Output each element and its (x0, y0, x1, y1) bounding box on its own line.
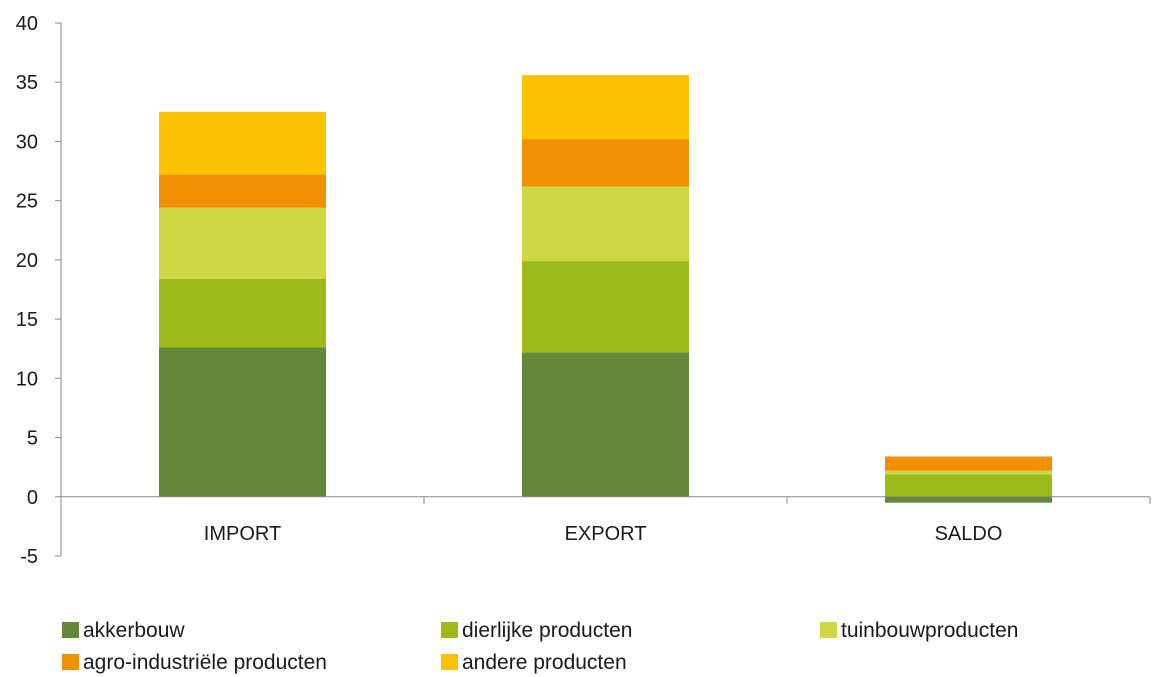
y-tick-label: 20 (16, 250, 38, 272)
legend-swatch (820, 622, 837, 638)
x-axis-tick-labels: IMPORT EXPORT SALDO (204, 523, 1003, 545)
bar-segment-export-akkerbouw (522, 352, 689, 497)
legend-label: dierlijke producten (462, 619, 632, 642)
legend-swatch (62, 622, 79, 638)
axes (55, 22, 1151, 557)
legend: akkerbouw dierlijke producten tuinbouwprod… (62, 619, 1018, 674)
y-tick-label: 30 (16, 131, 38, 153)
x-tick-label: EXPORT (565, 523, 647, 545)
legend-label: tuinbouwproducten (841, 619, 1018, 642)
bars (159, 75, 1052, 503)
y-tick-label: 25 (16, 191, 38, 213)
legend-label: akkerbouw (83, 619, 185, 642)
legend-label: agro-industriële producten (83, 651, 327, 674)
bar-segment-export-tuinbouwproducten (522, 186, 689, 262)
x-tick-label: IMPORT (204, 523, 281, 545)
y-axis-tick-labels: -5 0 5 10 15 20 25 30 35 40 (16, 13, 38, 568)
y-tick-label: 40 (16, 13, 38, 35)
bar-segment-saldo-dierlijke-producten (885, 474, 1052, 497)
bar-segment-import-agro-industri-le-producten (159, 174, 326, 208)
y-tick-label: 10 (16, 368, 38, 390)
y-tick-label: 0 (27, 487, 38, 509)
legend-label: andere producten (462, 651, 627, 674)
legend-swatch (441, 622, 458, 638)
bar-segment-import-akkerbouw (159, 347, 326, 497)
y-tick-label: 5 (27, 428, 38, 450)
bar-segment-import-tuinbouwproducten (159, 207, 326, 279)
bar-segment-export-dierlijke-producten (522, 261, 689, 353)
bar-segment-export-andere-producten (522, 75, 689, 140)
bar-segment-saldo-tuinbouwproducten (885, 470, 1052, 475)
legend-swatch (441, 654, 458, 670)
bar-segment-saldo-agro-industri-le-producten (885, 456, 1052, 471)
bar-segment-import-dierlijke-producten (159, 278, 326, 348)
y-tick-label: 15 (16, 309, 38, 331)
legend-swatch (62, 654, 79, 670)
y-tick-label: 35 (16, 72, 38, 94)
y-tick-label: -5 (20, 546, 38, 568)
bar-segment-export-agro-industri-le-producten (522, 139, 689, 187)
bar-segment-saldo-akkerbouw (885, 496, 1052, 503)
x-tick-label: SALDO (935, 523, 1003, 545)
bar-segment-import-andere-producten (159, 111, 326, 175)
